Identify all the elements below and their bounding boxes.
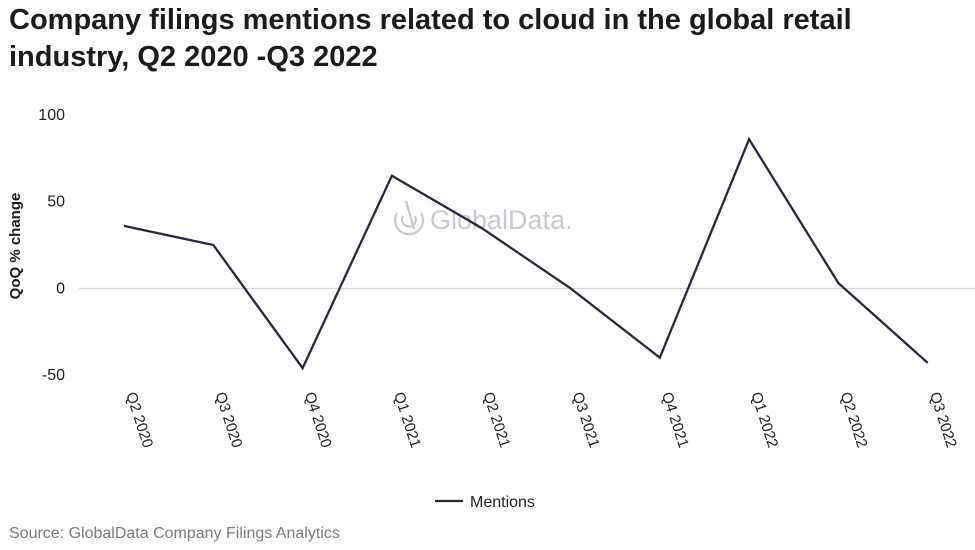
y-tick-label: -50: [42, 367, 65, 384]
watermark-text: GlobalData.: [430, 205, 573, 235]
x-tick-label: Q3 2020: [211, 390, 245, 450]
y-axis-ticks: 100 50 0 -50: [38, 107, 65, 384]
watermark: GlobalData.: [393, 200, 573, 236]
x-tick-label: Q2 2021: [479, 390, 513, 450]
x-tick-label: Q4 2020: [301, 390, 335, 450]
legend-label-mentions: Mentions: [470, 494, 535, 511]
y-tick-label: 100: [38, 107, 65, 124]
chart-title: Company filings mentions related to clou…: [9, 4, 852, 73]
x-tick-label: Q2 2020: [122, 390, 156, 450]
data-points: [123, 139, 928, 369]
legend: Mentions: [435, 494, 535, 511]
x-tick-label: Q3 2022: [926, 390, 960, 450]
x-tick-label: Q1 2021: [390, 390, 424, 450]
y-tick-label: 50: [47, 194, 65, 211]
x-axis-ticks: Q2 2020 Q3 2020 Q4 2020 Q1 2021 Q2 2021 Q3 20…: [122, 390, 960, 450]
x-tick-label: Q2 2022: [837, 390, 871, 450]
source-note: Source: GlobalData Company Filings Analy…: [9, 525, 340, 542]
series-line-mentions: [123, 136, 929, 371]
y-axis-label: QoQ % change: [7, 193, 24, 300]
globaldata-logo-icon: [393, 200, 425, 236]
y-tick-label: 0: [56, 280, 65, 297]
x-tick-label: Q1 2022: [747, 390, 781, 450]
x-tick-label: Q4 2021: [658, 390, 692, 450]
x-tick-label: Q3 2021: [569, 390, 603, 450]
